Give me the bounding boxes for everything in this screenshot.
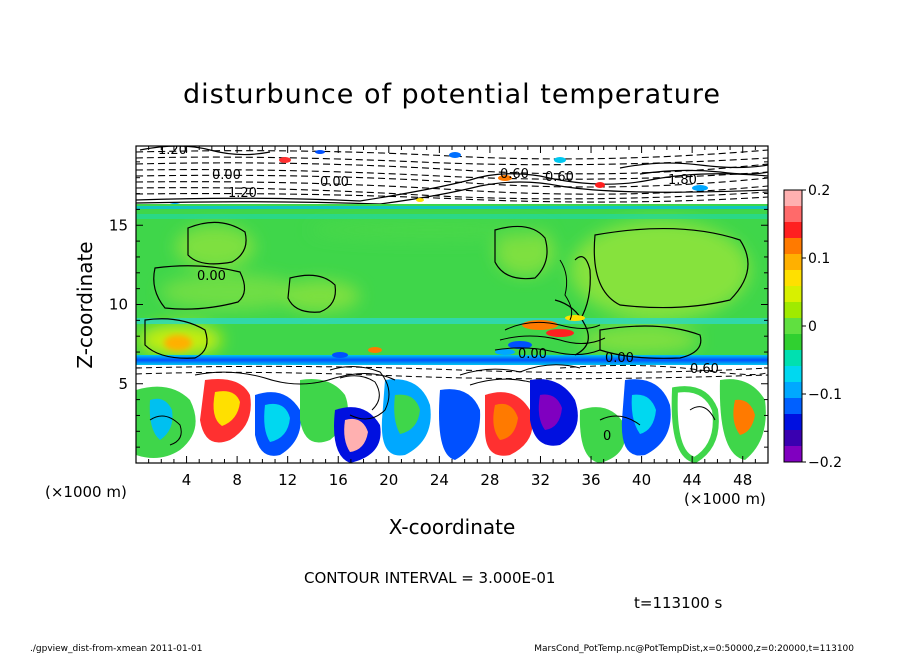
- colorbar-tick-label: 0.2: [808, 183, 830, 199]
- colorbar-swatch: [784, 350, 802, 367]
- heatmap-field: 1.20 0.00 1.20 0.00 0.60 0.60 1.80 0.00 …: [136, 143, 768, 463]
- x-tick-label: 44: [683, 471, 702, 489]
- colorbar-tick-label: 0.1: [808, 251, 830, 267]
- contour-label: 1.20: [158, 143, 187, 158]
- colorbar-tick-label: −0.1: [808, 387, 842, 403]
- x-tick-label: 16: [329, 471, 348, 489]
- colorbar-swatch: [784, 222, 802, 239]
- x-tick-label: 4: [182, 471, 192, 489]
- x-tick-label: 24: [430, 471, 449, 489]
- footer-right: MarsCond_PotTemp.nc@PotTempDist,x=0:5000…: [534, 644, 854, 654]
- colorbar-swatch: [784, 318, 802, 335]
- colorbar-tick-label: 0: [808, 319, 817, 335]
- colorbar-swatch: [784, 206, 802, 223]
- x-tick-label: 32: [531, 471, 550, 489]
- x-tick-label: 20: [379, 471, 398, 489]
- contour-label: 0.60: [545, 170, 574, 185]
- colorbar-swatch: [784, 398, 802, 415]
- chart-title: disturbunce of potential temperature: [183, 79, 721, 110]
- footer-left: ./gpview_dist-from-xmean 2011-01-01: [30, 644, 202, 654]
- y-tick-label: 15: [109, 216, 128, 234]
- contour-label: 1.20: [228, 186, 257, 201]
- colorbar-swatch: [784, 270, 802, 287]
- y-axis: 5 10 15: [109, 161, 768, 448]
- x-tick-label: 12: [278, 471, 297, 489]
- contour-label: 1.80: [668, 173, 697, 188]
- x-unit-left: (×1000 m): [45, 483, 127, 501]
- y-tick-label: 10: [109, 296, 128, 314]
- contour-label: 0.00: [605, 351, 634, 366]
- colorbar-swatch: [784, 302, 802, 319]
- colorbar-swatch: [784, 366, 802, 383]
- colorbar-tick-label: −0.2: [808, 455, 842, 471]
- x-tick-label: 8: [232, 471, 242, 489]
- x-axis-label: X-coordinate: [389, 515, 516, 539]
- colorbar-swatch: [784, 286, 802, 303]
- y-tick-label: 5: [118, 375, 128, 393]
- contour-label: 0.00: [518, 347, 547, 362]
- colorbar-swatch: [784, 238, 802, 255]
- colorbar-swatch: [784, 190, 802, 207]
- contour-label: 0.60: [690, 362, 719, 377]
- x-tick-label: 40: [632, 471, 651, 489]
- contour-label: 0: [603, 429, 611, 444]
- colorbar-swatch: [784, 254, 802, 271]
- time-label: t=113100 s: [634, 594, 722, 612]
- x-axis: 4 8 12 16 20 24 28 32 36 40 44 48: [148, 146, 756, 489]
- contour-interval: CONTOUR INTERVAL = 3.000E-01: [304, 569, 555, 587]
- colorbar-swatch: [784, 382, 802, 399]
- x-tick-label: 36: [581, 471, 600, 489]
- x-tick-label: 28: [480, 471, 499, 489]
- x-unit-right: (×1000 m): [684, 490, 766, 508]
- contour-label: 0.60: [500, 167, 529, 182]
- contour-label: 0.00: [212, 168, 241, 183]
- contour-label: 0.00: [197, 269, 226, 284]
- contour-label: 0.00: [320, 175, 349, 190]
- colorbar-swatch: [784, 414, 802, 431]
- y-axis-label: Z-coordinate: [73, 241, 97, 368]
- colorbar-swatch: [784, 446, 802, 463]
- colorbar-swatch: [784, 430, 802, 447]
- colorbar: 0.2 0.1 0 −0.1 −0.2: [783, 183, 842, 471]
- x-tick-label: 48: [733, 471, 752, 489]
- colorbar-swatch: [784, 334, 802, 351]
